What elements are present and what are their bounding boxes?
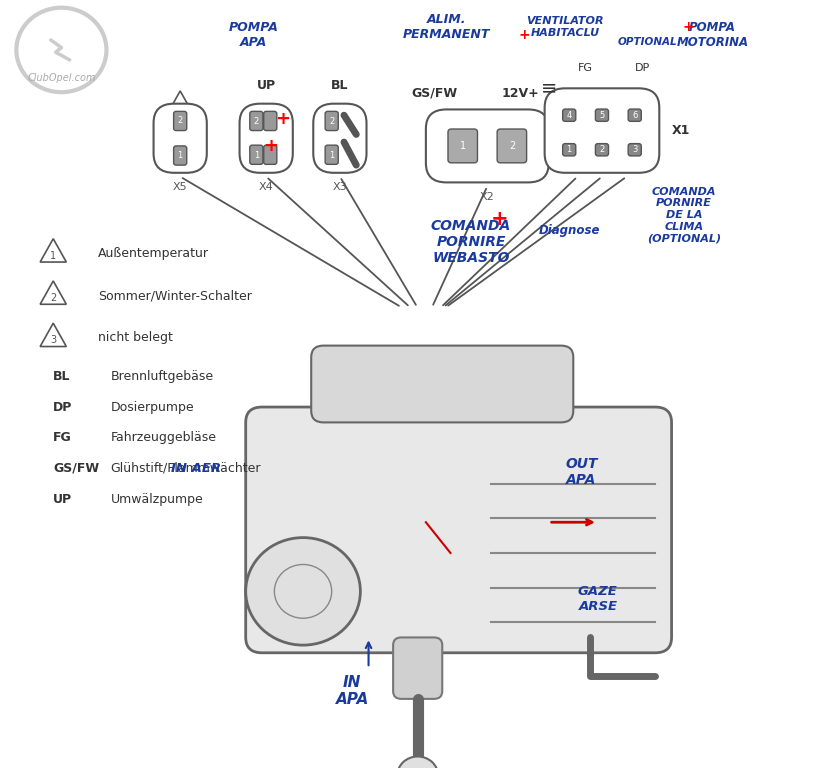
- Text: X2: X2: [480, 192, 495, 202]
- FancyBboxPatch shape: [325, 145, 338, 164]
- Text: 2: 2: [50, 293, 57, 303]
- FancyBboxPatch shape: [264, 145, 277, 164]
- FancyBboxPatch shape: [325, 111, 338, 131]
- Polygon shape: [40, 239, 66, 262]
- Text: IN AER: IN AER: [171, 462, 222, 475]
- Text: Dosierpumpe: Dosierpumpe: [111, 401, 194, 413]
- Text: Glühstift/Flammwächter: Glühstift/Flammwächter: [111, 462, 261, 475]
- Text: 1: 1: [178, 151, 183, 160]
- FancyBboxPatch shape: [497, 129, 527, 163]
- Text: 1: 1: [50, 251, 57, 261]
- Text: MOTORINA: MOTORINA: [287, 574, 360, 586]
- Text: 1: 1: [567, 145, 572, 154]
- Text: 2: 2: [329, 117, 334, 126]
- Text: Sommer/Winter-Schalter: Sommer/Winter-Schalter: [98, 290, 252, 302]
- Text: 2: 2: [509, 141, 515, 151]
- Text: Brennluftgebäse: Brennluftgebäse: [111, 370, 214, 382]
- FancyBboxPatch shape: [545, 88, 659, 173]
- Text: BL: BL: [53, 370, 70, 382]
- Text: 3: 3: [50, 336, 57, 346]
- Text: 2: 2: [254, 117, 259, 126]
- Text: FG: FG: [53, 432, 72, 444]
- Text: X1: X1: [672, 124, 690, 137]
- Text: COMANDA
PORNIRE
WEBASTO: COMANDA PORNIRE WEBASTO: [431, 219, 511, 265]
- Text: BL: BL: [331, 79, 349, 92]
- Text: 2: 2: [600, 145, 604, 154]
- Text: +: +: [682, 20, 694, 34]
- FancyBboxPatch shape: [250, 145, 263, 164]
- Text: 2: 2: [178, 117, 183, 125]
- FancyBboxPatch shape: [154, 104, 206, 173]
- FancyBboxPatch shape: [264, 111, 277, 131]
- Text: OPTIONAL: OPTIONAL: [618, 37, 676, 48]
- Circle shape: [397, 756, 438, 768]
- Text: +: +: [491, 209, 509, 229]
- Text: FG: FG: [578, 63, 593, 73]
- FancyBboxPatch shape: [448, 129, 477, 163]
- FancyBboxPatch shape: [563, 144, 576, 156]
- Text: nicht belegt: nicht belegt: [98, 332, 173, 344]
- Text: GS/FW: GS/FW: [53, 462, 99, 475]
- FancyBboxPatch shape: [246, 407, 672, 653]
- FancyBboxPatch shape: [426, 109, 549, 183]
- Text: OUT
APA: OUT APA: [565, 457, 598, 488]
- Text: ClubOpel.com: ClubOpel.com: [27, 73, 96, 83]
- Text: 1: 1: [329, 151, 334, 160]
- FancyBboxPatch shape: [313, 104, 366, 173]
- Text: +: +: [518, 28, 530, 41]
- Text: 1: 1: [459, 141, 466, 151]
- Text: 1: 1: [254, 151, 259, 160]
- Text: GAZE
ARSE: GAZE ARSE: [578, 585, 618, 613]
- Polygon shape: [40, 281, 66, 304]
- Text: X3: X3: [333, 182, 347, 192]
- Text: Außentemperatur: Außentemperatur: [98, 247, 210, 260]
- FancyBboxPatch shape: [563, 109, 576, 121]
- Text: GS/FW: GS/FW: [411, 87, 457, 100]
- FancyBboxPatch shape: [174, 146, 187, 165]
- Text: POMPA
APA: POMPA APA: [229, 21, 278, 48]
- Polygon shape: [165, 91, 195, 118]
- FancyBboxPatch shape: [595, 144, 609, 156]
- FancyBboxPatch shape: [628, 109, 641, 121]
- Text: Fahrzeuggebläse: Fahrzeuggebläse: [111, 432, 216, 444]
- Text: COMANDA
PORNIRE
DE LA
CLIMA
(OPTIONAL): COMANDA PORNIRE DE LA CLIMA (OPTIONAL): [647, 187, 721, 243]
- FancyBboxPatch shape: [174, 111, 187, 131]
- Text: ≡: ≡: [541, 78, 557, 98]
- Text: 6: 6: [632, 111, 637, 120]
- Text: UP: UP: [256, 79, 276, 92]
- FancyBboxPatch shape: [250, 111, 263, 131]
- Text: X5: X5: [173, 182, 188, 192]
- Text: Umwälzpumpe: Umwälzpumpe: [111, 493, 203, 505]
- Text: IN
APA: IN APA: [336, 675, 369, 707]
- Circle shape: [246, 538, 360, 645]
- Text: VENTILATOR
HABITACLU: VENTILATOR HABITACLU: [527, 16, 604, 38]
- Text: UP: UP: [53, 493, 72, 505]
- Text: POMPA
MOTORINA: POMPA MOTORINA: [676, 21, 749, 48]
- Text: +: +: [264, 137, 278, 155]
- FancyBboxPatch shape: [311, 346, 573, 422]
- FancyBboxPatch shape: [595, 109, 609, 121]
- Text: DP: DP: [636, 63, 650, 73]
- Polygon shape: [40, 323, 66, 346]
- Text: 3: 3: [632, 145, 637, 154]
- Text: 12V+: 12V+: [501, 87, 539, 100]
- Text: ALIM.
PERMANENT: ALIM. PERMANENT: [403, 13, 490, 41]
- Text: DP: DP: [53, 401, 73, 413]
- Text: Diagnose: Diagnose: [538, 224, 600, 237]
- Text: +: +: [275, 110, 290, 128]
- FancyBboxPatch shape: [628, 144, 641, 156]
- Text: 5: 5: [600, 111, 604, 120]
- FancyBboxPatch shape: [393, 637, 442, 699]
- Text: X4: X4: [259, 182, 274, 192]
- FancyBboxPatch shape: [239, 104, 292, 173]
- Text: 4: 4: [567, 111, 572, 120]
